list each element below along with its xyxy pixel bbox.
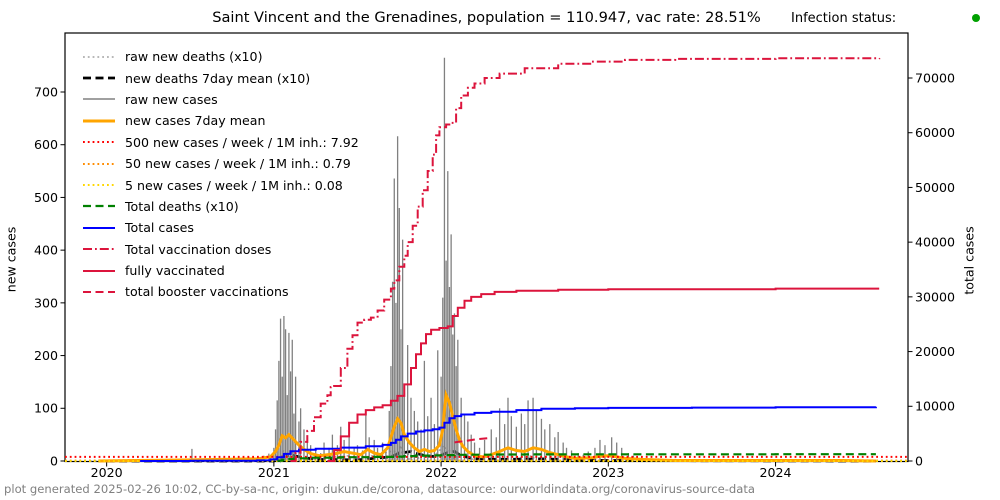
infection-status-label: Infection status: bbox=[791, 11, 897, 26]
series-total-booster-vaccinations bbox=[454, 437, 490, 444]
right-y-tick-label: 10000 bbox=[915, 399, 955, 414]
left-y-tick-label: 0 bbox=[50, 453, 58, 468]
legend-line-sample bbox=[83, 119, 115, 123]
right-y-tick-label: 60000 bbox=[915, 125, 955, 140]
left-y-tick-label: 200 bbox=[34, 348, 58, 363]
legend-item-label: raw new deaths (x10) bbox=[125, 49, 263, 65]
legend-item-11: total booster vaccinations bbox=[82, 281, 359, 302]
legend-item-2: raw new cases bbox=[82, 89, 359, 110]
legend-item-label: raw new cases bbox=[125, 91, 218, 107]
x-tick-label: 2022 bbox=[425, 465, 457, 480]
legend-item-label: total booster vaccinations bbox=[125, 284, 289, 300]
legend-item-7: Total deaths (x10) bbox=[82, 196, 359, 217]
legend-item-1: new deaths 7day mean (x10) bbox=[82, 67, 359, 88]
right-y-tick-label: 70000 bbox=[915, 70, 955, 85]
series-total-deaths-x10 bbox=[277, 453, 876, 462]
series-total-vaccination-doses bbox=[290, 57, 881, 462]
x-tick-label: 2023 bbox=[592, 465, 624, 480]
legend-line-sample bbox=[83, 290, 115, 293]
x-tick-label: 2021 bbox=[258, 465, 290, 480]
series-total-cases bbox=[140, 406, 877, 462]
footer-credit: plot generated 2025-02-26 10:02, CC-by-s… bbox=[4, 482, 756, 496]
legend-item-0: raw new deaths (x10) bbox=[82, 46, 359, 67]
right-y-tick-label: 0 bbox=[915, 453, 923, 468]
legend-line-sample bbox=[83, 162, 115, 165]
right-y-tick-label: 50000 bbox=[915, 180, 955, 195]
infection-status-dot bbox=[972, 14, 980, 22]
right-y-tick-label: 40000 bbox=[915, 235, 955, 250]
plot-frame bbox=[64, 32, 909, 463]
left-axis-label: new cases bbox=[3, 226, 19, 293]
legend-line-sample bbox=[83, 141, 115, 144]
legend: raw new deaths (x10) new deaths 7day mean… bbox=[82, 46, 359, 303]
right-axis-label: total cases bbox=[961, 226, 977, 295]
left-y-tick-label: 100 bbox=[34, 401, 58, 416]
legend-item-9: Total vaccination doses bbox=[82, 239, 359, 260]
right-y-tick-label: 20000 bbox=[915, 344, 955, 359]
legend-item-4: 500 new cases / week / 1M inh.: 7.92 bbox=[82, 132, 359, 153]
right-y-tick-label: 30000 bbox=[915, 289, 955, 304]
x-tick-label: 2024 bbox=[760, 465, 792, 480]
legend-item-label: new cases 7day mean bbox=[125, 113, 266, 129]
left-y-tick-label: 300 bbox=[34, 295, 58, 310]
chart-title: Saint Vincent and the Grenadines, popula… bbox=[212, 9, 761, 26]
legend-line-sample bbox=[83, 226, 115, 229]
legend-item-8: Total cases bbox=[82, 217, 359, 238]
legend-item-label: new deaths 7day mean (x10) bbox=[125, 70, 311, 86]
legend-item-label: 500 new cases / week / 1M inh.: 7.92 bbox=[125, 134, 359, 150]
legend-line-sample bbox=[83, 55, 115, 58]
left-y-tick-label: 400 bbox=[34, 243, 58, 258]
legend-item-6: 5 new cases / week / 1M inh.: 0.08 bbox=[82, 174, 359, 195]
left-y-tick-label: 600 bbox=[34, 137, 58, 152]
left-y-tick-label: 700 bbox=[34, 84, 58, 99]
legend-item-label: 5 new cases / week / 1M inh.: 0.08 bbox=[125, 177, 343, 193]
legend-item-10: fully vaccinated bbox=[82, 260, 359, 281]
legend-line-sample bbox=[83, 205, 115, 208]
series-new-cases-7day-mean bbox=[98, 389, 876, 463]
legend-item-label: Total deaths (x10) bbox=[125, 198, 239, 214]
legend-item-5: 50 new cases / week / 1M inh.: 0.79 bbox=[82, 153, 359, 174]
legend-line-sample bbox=[83, 248, 115, 251]
legend-item-label: fully vaccinated bbox=[125, 263, 225, 279]
legend-item-3: new cases 7day mean bbox=[82, 110, 359, 131]
legend-line-sample bbox=[83, 184, 115, 187]
legend-line-sample bbox=[83, 98, 115, 101]
series-fully-vaccinated bbox=[327, 287, 880, 462]
legend-item-label: Total vaccination doses bbox=[125, 241, 272, 257]
legend-item-label: Total cases bbox=[125, 220, 194, 236]
x-tick-label: 2020 bbox=[91, 465, 123, 480]
legend-line-sample bbox=[83, 269, 115, 272]
legend-item-label: 50 new cases / week / 1M inh.: 0.79 bbox=[125, 156, 351, 172]
legend-line-sample bbox=[83, 76, 115, 80]
left-y-tick-label: 500 bbox=[34, 190, 58, 205]
